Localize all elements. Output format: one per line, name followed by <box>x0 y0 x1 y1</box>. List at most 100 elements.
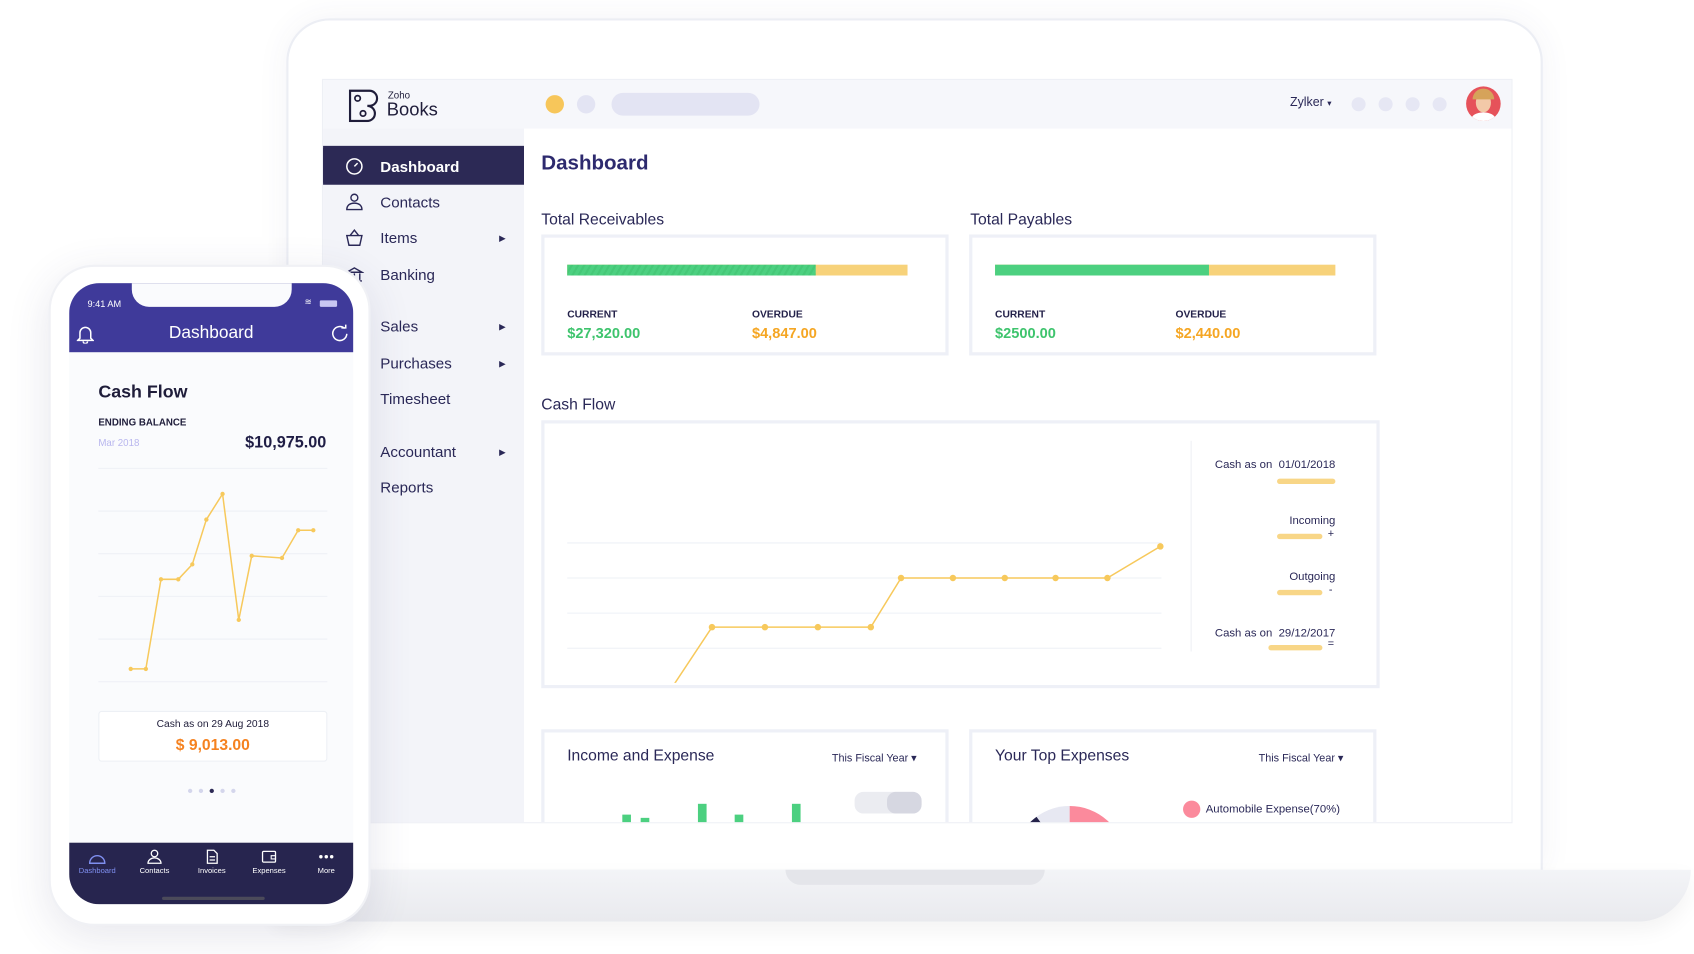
mobile-cashflow-point[interactable] <box>236 617 241 623</box>
bottom-nav: Dashboard Contacts Invoices Expenses More <box>69 842 354 905</box>
nav-dashboard[interactable]: Dashboard <box>70 849 124 875</box>
mobile-app: 9:41 AM ≋ Dashboard Cash Flow ENDING BAL… <box>69 283 354 905</box>
mobile-cashflow-point[interactable] <box>158 577 164 582</box>
cashflow-point[interactable] <box>1052 574 1059 582</box>
income-expense-bar[interactable] <box>697 803 707 823</box>
cashflow-card: Cash as on 01/01/2018 Incoming + Outgoin… <box>541 420 1380 689</box>
pie-slice[interactable] <box>1016 805 1126 823</box>
refresh-icon[interactable] <box>331 324 349 348</box>
pie-slice[interactable] <box>1014 816 1069 824</box>
nav-contacts[interactable]: Contacts <box>127 849 181 875</box>
cashflow-point[interactable] <box>708 623 716 631</box>
sidebar-item-accountant[interactable]: Accountant ▶ <box>323 433 524 470</box>
org-name: Zylker <box>1289 96 1324 110</box>
income-expense-chart <box>622 803 801 824</box>
mobile-cashflow-line <box>130 491 314 670</box>
contacts-icon <box>127 849 181 864</box>
mobile-cashflow-point[interactable] <box>204 517 209 522</box>
laptop-notch <box>785 869 1045 885</box>
nav-invoices[interactable]: Invoices <box>185 849 239 875</box>
receivables-card[interactable]: CURRENT $27,320.00 OVERDUE $4,847.00 <box>541 234 949 356</box>
receivables-title: Total Receivables <box>541 211 665 230</box>
mobile-phone: 9:41 AM ≋ Dashboard Cash Flow ENDING BAL… <box>48 264 371 926</box>
receivables-current-fill <box>567 264 816 276</box>
sidebar-item-purchases[interactable]: Purchases ▶ <box>323 345 524 382</box>
ending-value: $10,975.00 <box>245 433 327 452</box>
nav-more[interactable]: More <box>299 849 353 875</box>
mobile-cashflow-point[interactable] <box>279 555 285 561</box>
chart-toggle[interactable] <box>854 791 922 814</box>
mobile-cashflow-point[interactable] <box>190 562 195 567</box>
page-dot[interactable] <box>187 788 193 794</box>
legend-outgoing: Outgoing <box>1289 570 1336 584</box>
legend-end: Cash as on 29/12/2017 <box>1215 627 1335 640</box>
sidebar-item-contacts[interactable]: Contacts <box>323 184 524 221</box>
legend-end-date: 29/12/2017 <box>1278 626 1336 640</box>
nav-label: Dashboard <box>78 867 116 876</box>
cashflow-point[interactable] <box>1157 543 1164 550</box>
cashflow-point[interactable] <box>949 574 957 582</box>
caret-down-icon: ▾ <box>1327 98 1332 109</box>
mobile-cashflow-point[interactable] <box>128 666 133 672</box>
bell-icon[interactable] <box>75 324 95 349</box>
page-dot[interactable] <box>220 788 225 794</box>
legend-end-label: Cash as on <box>1214 626 1273 640</box>
sidebar-item-reports[interactable]: Reports <box>323 469 524 506</box>
avatar[interactable] <box>1466 86 1501 122</box>
chevron-right-icon: ▶ <box>499 321 506 332</box>
page-dot[interactable] <box>209 788 214 794</box>
pie-slice[interactable] <box>1036 805 1070 823</box>
zoho-books-logo <box>347 88 382 123</box>
desktop-app: Zoho Books Zylker ▾ Dashboard Contacts Ite… <box>321 78 1513 824</box>
header-icon[interactable] <box>1351 97 1366 112</box>
invoices-icon <box>185 849 239 864</box>
sidebar-item-timesheet[interactable]: Timesheet <box>323 380 524 417</box>
sidebar-item-sales[interactable]: Sales ▶ <box>323 308 524 345</box>
sidebar-item-dashboard[interactable]: Dashboard <box>323 148 524 185</box>
period-dropdown[interactable]: This Fiscal Year ▾ <box>831 753 917 765</box>
cashflow-point[interactable] <box>867 623 875 631</box>
mobile-cashflow-point[interactable] <box>249 553 254 558</box>
nav-label: Expenses <box>252 867 286 876</box>
income-expense-bar[interactable] <box>791 803 801 823</box>
income-expense-bar[interactable] <box>622 814 631 824</box>
legend-start: Cash as on 01/01/2018 <box>1215 458 1335 471</box>
income-expense-bar[interactable] <box>734 814 744 824</box>
period-dropdown[interactable]: This Fiscal Year ▾ <box>1258 753 1344 765</box>
page-dot[interactable] <box>198 788 204 794</box>
mobile-cashflow-point[interactable] <box>176 577 181 582</box>
mobile-cashflow-point[interactable] <box>143 666 149 672</box>
equals-sign: = <box>1327 638 1335 651</box>
receivables-bar <box>567 264 908 276</box>
mobile-cashflow-point[interactable] <box>311 528 316 533</box>
search-bar[interactable] <box>611 92 760 116</box>
org-switcher[interactable]: Zylker ▾ <box>1290 96 1332 109</box>
cashflow-chart <box>567 542 1164 683</box>
header-icon[interactable] <box>1378 97 1393 112</box>
header-icon[interactable] <box>1432 97 1447 112</box>
payables-current-fill <box>995 264 1210 276</box>
top-bar: Zoho Books Zylker ▾ <box>323 79 1512 129</box>
cashflow-title: Cash Flow <box>541 396 616 414</box>
cashflow-point[interactable] <box>761 623 769 631</box>
page-dot[interactable] <box>231 788 236 794</box>
payables-card[interactable]: CURRENT $2500.00 OVERDUE $2,440.00 <box>969 234 1377 356</box>
cashflow-point[interactable] <box>814 623 822 631</box>
sidebar-item-label: Contacts <box>380 193 440 211</box>
cashflow-point[interactable] <box>897 574 905 582</box>
sidebar-item-label: Accountant <box>380 442 456 461</box>
header-icon[interactable] <box>1405 97 1420 112</box>
cashflow-point[interactable] <box>1104 574 1111 582</box>
mobile-cashflow-point[interactable] <box>220 491 225 497</box>
nav-expenses[interactable]: Expenses <box>242 849 296 875</box>
sidebar-item-label: Timesheet <box>380 390 451 408</box>
income-expense-bar[interactable] <box>640 817 650 823</box>
sidebar-item-label: Dashboard <box>380 157 460 176</box>
home-indicator[interactable] <box>162 896 265 900</box>
sidebar-item-items[interactable]: Items ▶ <box>323 219 524 256</box>
page-indicator[interactable] <box>187 788 236 794</box>
current-label: CURRENT <box>995 308 1046 321</box>
cashflow-point[interactable] <box>1001 574 1009 582</box>
legend-label: Automobile Expense(70%) <box>1205 802 1341 816</box>
mobile-cashflow-point[interactable] <box>296 528 301 533</box>
